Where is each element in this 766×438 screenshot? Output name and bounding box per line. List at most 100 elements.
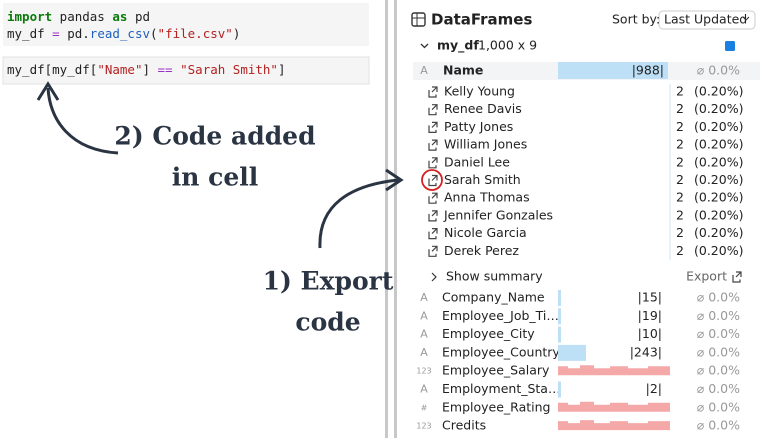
export-icon[interactable] (428, 104, 438, 116)
percent: (0.20%) (694, 243, 743, 258)
arrowhead (36, 81, 60, 101)
code-token: my_df (7, 26, 52, 41)
export[interactable]: Export (686, 269, 727, 284)
unique-bar (558, 326, 561, 343)
unique-count: |2| (646, 381, 662, 396)
code-token: pd. (60, 26, 90, 41)
chevron[interactable] (431, 272, 437, 282)
value: Patty Jones (444, 119, 513, 134)
column-name[interactable]: Company_Name (442, 290, 545, 305)
histogram (558, 401, 670, 412)
show-summary[interactable]: Show summary (446, 269, 543, 284)
code-token (173, 62, 181, 77)
code-line: my_df[my_df["Name"] == "Sarah Smith"] (7, 62, 286, 77)
type-icon: # (421, 403, 428, 412)
code-token: ] (278, 62, 286, 77)
percent: (0.20%) (694, 84, 743, 99)
code-token: ) (233, 26, 241, 41)
export-icon[interactable] (428, 228, 438, 240)
sort-dropdown[interactable] (658, 10, 756, 30)
type-icon: A (420, 309, 428, 322)
missing: ⌀ 0.0% (697, 381, 740, 396)
count: 2 (676, 243, 684, 258)
count: 2 (676, 207, 684, 222)
chevron[interactable] (420, 43, 429, 49)
color-swatch[interactable] (725, 41, 735, 51)
divider (394, 0, 397, 438)
code-token: import (7, 9, 52, 24)
unique-count: |988| (632, 63, 664, 78)
export-icon[interactable] (428, 192, 438, 204)
value: Anna Thomas (444, 190, 530, 205)
percent: (0.20%) (694, 225, 743, 240)
unique-bar (558, 290, 561, 306)
percent: (0.20%) (694, 207, 743, 222)
count: 2 (676, 172, 684, 187)
export-icon[interactable] (428, 245, 438, 257)
value: William Jones (444, 137, 527, 152)
count: 2 (676, 84, 684, 99)
export-icon[interactable] (428, 174, 438, 187)
missing: ⌀ 0.0% (697, 418, 740, 433)
column-name[interactable]: Employee_Country (442, 344, 560, 359)
count: 2 (676, 137, 684, 152)
code-token: "file.csv" (158, 26, 233, 41)
annotation: code (295, 308, 360, 337)
missing: ⌀ 0.0% (697, 290, 740, 305)
sort-label: Sort by: (612, 12, 660, 27)
column-name[interactable]: Employment_Sta… (442, 381, 560, 396)
unique-bar (558, 62, 668, 79)
percent: (0.20%) (694, 154, 743, 169)
column-name[interactable]: Employee_City (442, 326, 535, 341)
unique-count: |19| (638, 308, 662, 323)
type-icon: A (420, 328, 428, 341)
column-name[interactable]: Employee_Job_Ti… (442, 308, 559, 323)
code-token: ] (142, 62, 157, 77)
code-token: my_df[my_df[ (7, 62, 97, 77)
arrow (318, 178, 399, 249)
df-shape: 1,000 x 9 (478, 38, 537, 53)
sort-value[interactable]: Last Updated (664, 12, 747, 27)
export-icon[interactable] (428, 210, 438, 222)
percent: (0.20%) (694, 190, 743, 205)
annotation: in cell (172, 163, 259, 192)
export-icon[interactable] (428, 157, 438, 169)
type-icon: 123 (416, 422, 431, 431)
export-icon[interactable] (732, 271, 742, 283)
code-line: import pandas as pd (7, 9, 150, 24)
export-icon[interactable] (428, 121, 438, 133)
code-cell[interactable] (3, 3, 369, 46)
unique-count: |10| (638, 326, 662, 341)
value: Sarah Smith (444, 172, 521, 187)
column-name[interactable]: Employee_Salary (442, 363, 550, 378)
percent: (0.20%) (694, 137, 743, 152)
column-name[interactable]: Name (443, 63, 483, 78)
type-icon: A (420, 346, 428, 359)
type-icon: 123 (416, 367, 431, 376)
panel-title: DataFrames (431, 11, 532, 29)
annotation: 1) Export (263, 267, 394, 296)
content: import pandas as pd my_df = pd.read_csv("… (7, 9, 743, 433)
missing: ⌀ 0.0% (697, 399, 740, 414)
count: 2 (676, 119, 684, 134)
column-name[interactable]: Employee_Rating (442, 399, 550, 414)
export-icon[interactable] (428, 86, 438, 98)
export-icon[interactable] (428, 139, 438, 151)
df-name[interactable]: my_df (437, 38, 479, 54)
histogram (558, 365, 670, 376)
code-cell[interactable] (2, 56, 370, 85)
unique-bar (558, 344, 586, 361)
missing: ⌀ 0.0% (697, 344, 740, 359)
code-token: pd (127, 9, 150, 24)
type-icon: A (420, 64, 428, 77)
type-icon: A (420, 383, 428, 396)
count: 2 (676, 154, 684, 169)
column-name[interactable]: Credits (442, 418, 486, 433)
code-token: ( (150, 26, 158, 41)
code-line: my_df = pd.read_csv("file.csv") (7, 26, 240, 41)
unique-count: |15| (638, 290, 662, 305)
code-token: "Sarah Smith" (180, 62, 278, 77)
arrow (46, 87, 119, 155)
missing: ⌀ 0.0% (697, 363, 740, 378)
code-token: pandas (52, 9, 112, 24)
